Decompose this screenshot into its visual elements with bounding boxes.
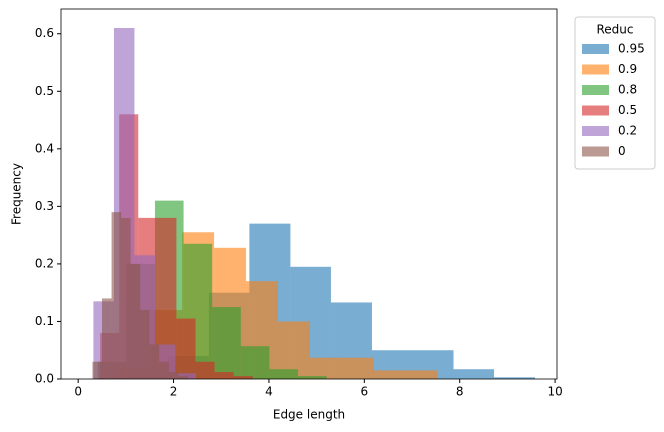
bar — [298, 376, 327, 379]
legend-label: 0.9 — [618, 62, 637, 76]
legend-label: 0 — [618, 144, 626, 158]
legend-swatch — [582, 64, 609, 75]
bar — [240, 346, 270, 379]
x-axis-label: Edge length — [273, 408, 345, 422]
bar — [341, 357, 374, 379]
x-tick-label: 10 — [547, 385, 562, 399]
legend-swatch — [582, 44, 609, 54]
bar — [121, 217, 131, 379]
y-axis-label: Frequency — [10, 163, 24, 225]
y-tick-label: 0.1 — [35, 314, 54, 328]
bar — [233, 376, 253, 379]
x-tick-label: 8 — [456, 385, 464, 399]
bar — [92, 361, 103, 379]
bar — [494, 377, 536, 379]
x-tick-label: 2 — [170, 385, 178, 399]
bar — [212, 307, 241, 379]
bar — [149, 344, 160, 379]
plot-frame — [60, 8, 558, 380]
legend-label: 0.8 — [618, 83, 637, 97]
bar — [157, 217, 177, 379]
legend-label: 0.5 — [618, 103, 637, 117]
legend-swatch — [582, 85, 609, 95]
bar — [178, 376, 188, 379]
bar — [195, 361, 215, 379]
legend-title: Reduc — [596, 23, 633, 37]
bar — [214, 372, 234, 379]
bar — [176, 318, 196, 379]
legend-swatch — [582, 105, 609, 116]
y-tick-label: 0.4 — [35, 141, 54, 155]
y-tick-label: 0.2 — [35, 256, 54, 270]
bar — [159, 361, 169, 379]
legend-swatch — [582, 146, 609, 157]
y-tick-label: 0.6 — [35, 26, 54, 40]
legend-swatch — [582, 126, 609, 136]
bar — [140, 309, 150, 379]
bar — [111, 212, 122, 379]
bar — [453, 369, 495, 379]
y-tick-label: 0.5 — [35, 84, 54, 98]
x-tick-label: 0 — [74, 385, 82, 399]
bar — [373, 370, 406, 379]
bar — [102, 298, 112, 379]
legend-label: 0.95 — [618, 42, 645, 56]
bar — [269, 369, 299, 379]
y-tick-label: 0.3 — [35, 199, 54, 213]
legend-label: 0.2 — [618, 124, 637, 138]
bar — [309, 357, 342, 379]
bar — [168, 372, 179, 379]
bar — [405, 370, 438, 379]
y-tick-label: 0.0 — [35, 372, 54, 386]
bar — [130, 263, 141, 379]
x-tick-label: 6 — [361, 385, 369, 399]
x-tick-label: 4 — [265, 385, 273, 399]
